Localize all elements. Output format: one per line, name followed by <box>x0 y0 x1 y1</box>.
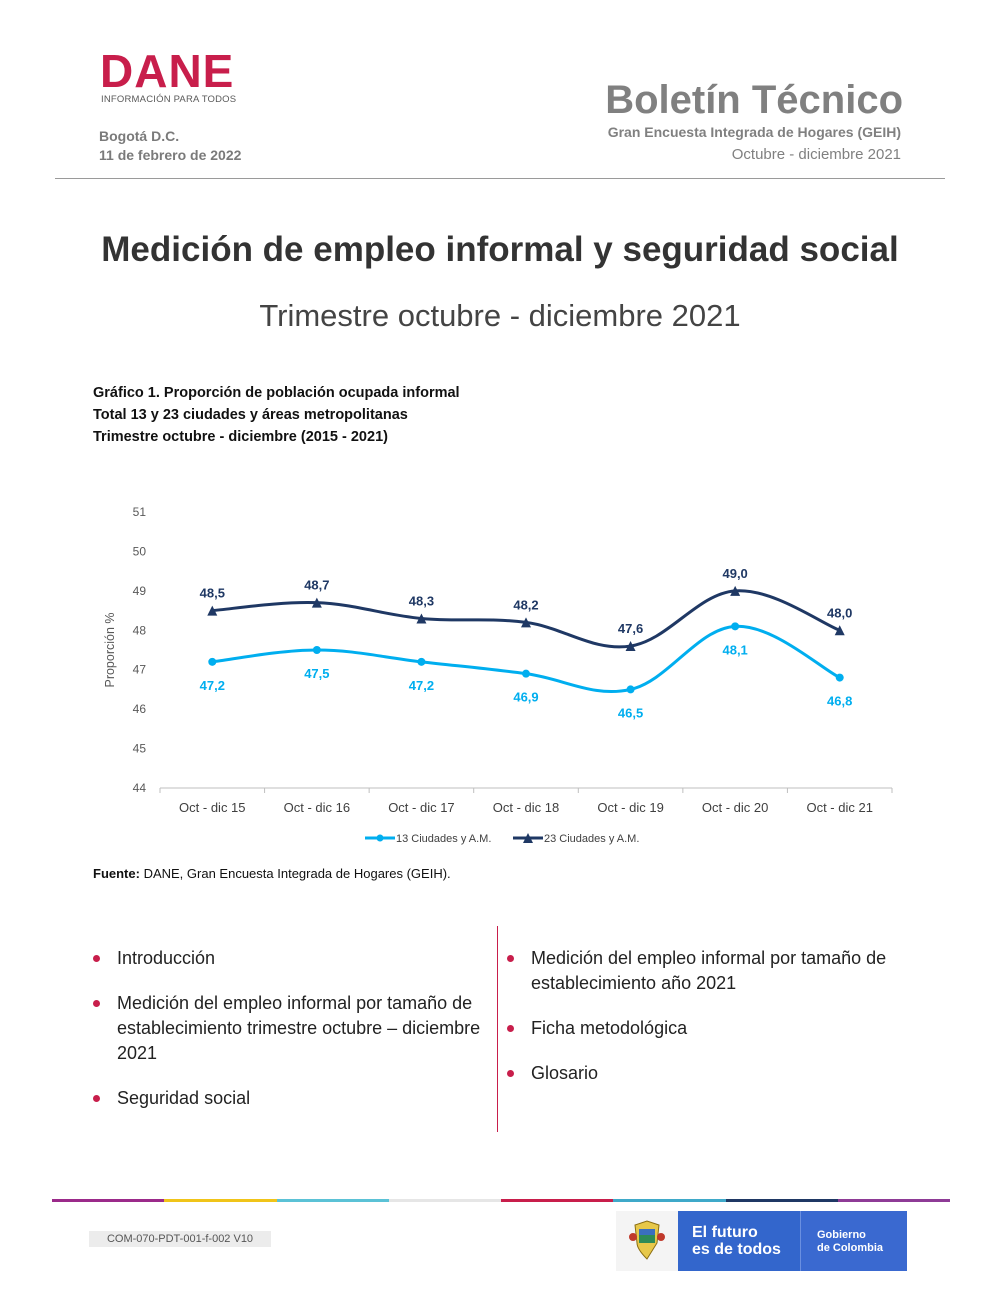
data-point <box>208 657 217 666</box>
data-label: 48,5 <box>200 586 225 601</box>
data-label: 47,6 <box>618 621 643 636</box>
x-tick-label: Oct - dic 17 <box>388 800 454 815</box>
y-tick-label: 51 <box>133 505 147 519</box>
x-tick-label: Oct - dic 16 <box>284 800 350 815</box>
legend-label: 13 Ciudades y A.M. <box>396 833 491 845</box>
legend-swatch-marker <box>376 834 384 842</box>
data-label: 47,2 <box>200 678 225 693</box>
data-label: 49,0 <box>722 566 747 581</box>
data-label: 46,8 <box>827 694 852 709</box>
data-point <box>834 625 845 636</box>
color-bar-segment <box>164 1199 277 1202</box>
y-tick-label: 49 <box>133 584 147 598</box>
bulletin-period: Octubre - diciembre 2021 <box>731 146 901 163</box>
publication-date: 11 de febrero de 2022 <box>99 147 242 163</box>
x-tick-label: Oct - dic 20 <box>702 800 768 815</box>
contents-list-right: Medición del empleo informal por tamaño … <box>507 946 927 1106</box>
y-tick-label: 48 <box>133 623 147 637</box>
bulletin-subtitle: Gran Encuesta Integrada de Hogares (GEIH… <box>607 124 901 140</box>
color-bar-segment <box>388 1199 501 1202</box>
government-banner: El futuro es de todos Gobierno de Colomb… <box>616 1211 907 1271</box>
data-point <box>730 585 741 596</box>
chart-source: Fuente: DANE, Gran Encuesta Integrada de… <box>93 866 451 881</box>
contents-item[interactable]: Seguridad social <box>93 1086 483 1111</box>
chart-caption-line2: Total 13 y 23 ciudades y áreas metropoli… <box>93 407 408 423</box>
contents-item[interactable]: Medición del empleo informal por tamaño … <box>507 946 927 996</box>
data-point <box>311 597 322 608</box>
gov-name-line2: de Colombia <box>817 1242 884 1254</box>
color-bar-segment <box>52 1199 165 1202</box>
contents-item[interactable]: Medición del empleo informal por tamaño … <box>93 991 483 1066</box>
gov-slogan-line2: es de todos <box>692 1241 781 1258</box>
color-bar-segment <box>837 1199 950 1202</box>
line-chart: 44 45 46 47 48 49 50 51 Proporción % Oct - dic 15… <box>103 505 893 845</box>
legend-label: 23 Ciudades y A.M. <box>544 833 639 845</box>
x-tick-label: Oct - dic 15 <box>179 800 245 815</box>
color-bar-segment <box>501 1199 614 1202</box>
data-label: 46,5 <box>618 705 643 720</box>
footer-color-bar <box>52 1199 950 1202</box>
chart-caption-line1: Gráfico 1. Proporción de población ocupa… <box>93 385 460 401</box>
color-bar-segment <box>613 1199 726 1202</box>
data-point <box>625 641 636 652</box>
data-label: 48,1 <box>722 642 747 657</box>
gov-name-line1: Gobierno <box>817 1229 866 1241</box>
gov-slogan: El futuro es de todos <box>678 1211 800 1271</box>
data-label: 46,9 <box>513 690 538 705</box>
data-point <box>835 673 844 682</box>
x-tick-label: Oct - dic 18 <box>493 800 559 815</box>
legend-swatch-marker <box>523 833 533 843</box>
data-label: 47,2 <box>409 678 434 693</box>
contents-item[interactable]: Introducción <box>93 946 483 971</box>
y-tick-label: 50 <box>133 544 147 558</box>
data-point <box>312 646 321 654</box>
chart-caption-line3: Trimestre octubre - diciembre (2015 - 20… <box>93 429 388 445</box>
data-label: 47,5 <box>304 666 329 681</box>
coat-of-arms-icon <box>616 1211 678 1271</box>
data-point <box>207 605 218 616</box>
contents-item[interactable]: Glosario <box>507 1061 927 1086</box>
city: Bogotá D.C. <box>99 128 180 144</box>
page-subtitle: Trimestre octubre - diciembre 2021 <box>259 298 741 333</box>
source-text: DANE, Gran Encuesta Integrada de Hogares… <box>139 866 451 881</box>
y-axis-label: Proporción % <box>103 612 117 687</box>
data-point <box>416 613 427 624</box>
data-label: 48,7 <box>304 578 329 593</box>
y-tick-label: 46 <box>133 702 147 716</box>
bulletin-title: Boletín Técnico <box>605 78 903 122</box>
data-point <box>522 669 530 678</box>
data-point <box>417 657 426 666</box>
y-tick-label: 45 <box>133 742 147 756</box>
page-title: Medición de empleo informal y seguridad … <box>101 230 899 269</box>
dane-logo: DANE <box>100 45 235 97</box>
contents-list-left: Introducción Medición del empleo informa… <box>93 946 483 1131</box>
series-line <box>212 624 841 694</box>
data-label: 48,0 <box>827 605 852 620</box>
document-code: COM-070-PDT-001-f-002 V10 <box>89 1231 271 1247</box>
data-label: 48,3 <box>409 593 434 608</box>
data-point <box>521 617 531 628</box>
gov-name: Gobierno de Colombia <box>800 1211 907 1271</box>
contents-item[interactable]: Ficha metodológica <box>507 1016 927 1041</box>
header-divider <box>55 178 945 179</box>
x-tick-label: Oct - dic 19 <box>597 800 663 815</box>
data-label: 48,2 <box>513 597 538 612</box>
contents-divider <box>497 926 498 1132</box>
color-bar-segment <box>725 1199 838 1202</box>
logo-tagline: INFORMACIÓN PARA TODOS <box>101 94 237 105</box>
source-label: Fuente: <box>93 866 140 881</box>
x-tick-label: Oct - dic 21 <box>806 800 872 815</box>
data-point <box>626 685 635 694</box>
y-tick-label: 44 <box>133 781 147 795</box>
gov-slogan-line1: El futuro <box>692 1224 758 1241</box>
data-point <box>731 622 740 631</box>
y-tick-label: 47 <box>133 663 147 677</box>
color-bar-segment <box>276 1199 389 1202</box>
